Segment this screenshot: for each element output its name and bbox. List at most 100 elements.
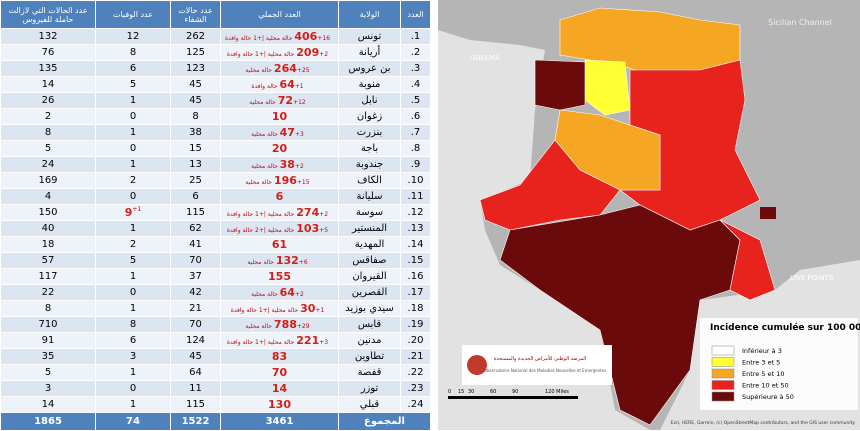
total-cell: 196+15 حالة محلية (220, 172, 339, 189)
deaths: 1 (129, 271, 137, 282)
deaths-cell: 2 (95, 172, 171, 189)
active: 4 (0, 188, 96, 205)
deaths: 0 (129, 287, 137, 298)
new-cases-note: +25 حالة محلية (245, 67, 310, 74)
active: 35 (0, 348, 96, 365)
governorate: تطاوين (338, 348, 401, 365)
deaths-cell: 1 (95, 156, 171, 173)
governorate: مدنين (338, 332, 401, 349)
total-cell: 221+3 حالة محلية |+1 حالة وافدة (220, 332, 339, 349)
row-number: 19. (400, 316, 431, 333)
total-cases: 103 (296, 222, 320, 235)
governorate: القيروان (338, 268, 401, 285)
total-cases: 72 (277, 94, 294, 107)
row: 4. منوبة 64+1 حالة وافدة 45 5 14 (0, 76, 431, 93)
logo: المرصد الوطني للأمراض الجديدة والمستجدة … (462, 345, 612, 385)
region-medenine (719, 219, 776, 301)
deaths-cell: 1 (95, 268, 171, 285)
governorate: سوسة (338, 204, 401, 221)
legend-label: Inférieur à 3 (742, 347, 782, 355)
sea-label: Sicilian Channel (768, 18, 832, 27)
recovered: 8 (170, 108, 221, 125)
row-number: 13. (400, 220, 431, 237)
governorate: باجة (338, 140, 401, 157)
active: 26 (0, 92, 96, 109)
active: 135 (0, 60, 96, 77)
total-cases: 14 (271, 382, 288, 395)
header: عدد الحالات التي لازالت حاملة للفيروس (0, 0, 96, 29)
legend-swatch (711, 368, 735, 379)
new-cases-note: +1 حالة وافدة (251, 83, 304, 90)
deaths: 5 (129, 79, 137, 90)
row-number: 3. (400, 60, 431, 77)
governorate: جندوبة (338, 156, 401, 173)
row: 15. صفاقس 132+6 حالة محلية 70 5 57 (0, 252, 431, 269)
deaths-cell: 1 (95, 220, 171, 237)
deaths-cell: 8 (95, 316, 171, 333)
deaths: 3 (129, 351, 137, 362)
row: 23. توزر 14 11 0 3 (0, 380, 431, 397)
total-cell: 788+29 حالة محلية (220, 316, 339, 333)
total-cell: 83 (220, 348, 339, 365)
legend-label: Entre 3 et 5 (742, 359, 780, 367)
new-cases-note: +2 حالة محلية |+1 حالة وافدة (226, 51, 329, 58)
deaths-cell: 6 (95, 60, 171, 77)
deaths-note: +1 (132, 206, 142, 213)
recovered: 45 (170, 348, 221, 365)
active: 91 (0, 332, 96, 349)
active: 14 (0, 396, 96, 413)
new-cases-note: +29 حالة محلية (245, 323, 310, 330)
deaths-cell: 5 (95, 252, 171, 269)
header: الولاية (338, 0, 401, 29)
row: 11. سليانة 6 6 0 4 (0, 188, 431, 205)
total-cell: 47+3 حالة محلية (220, 124, 339, 141)
total-cell: 38+2 حالة محلية (220, 156, 339, 173)
active: 132 (0, 28, 96, 45)
recovered: 15 (170, 140, 221, 157)
legend-label: Entre 5 et 10 (742, 370, 784, 378)
total-total: 3461 (220, 412, 339, 431)
scale-rect (448, 396, 578, 399)
total-cell: 132+6 حالة محلية (220, 252, 339, 269)
logo-mark (467, 355, 487, 375)
row: 1. تونس 406+16 حالة محلية |+1 حالة وافدة 26… (0, 28, 431, 45)
total-cases: 788 (273, 318, 297, 331)
total-cases: 130 (268, 398, 291, 411)
region-kef (534, 59, 586, 111)
governorate: القصرين (338, 284, 401, 301)
new-cases-note: +2 حالة محلية (251, 163, 304, 170)
row-number: 21. (400, 348, 431, 365)
deaths-cell: 1 (95, 124, 171, 141)
total-cases: 155 (268, 270, 291, 283)
active: 18 (0, 236, 96, 253)
place-label: LIVE POINTS (790, 274, 834, 282)
deaths-cell: 1 (95, 396, 171, 413)
header-row: العدد الولاية العدد الجملي عدد حالات الش… (0, 0, 431, 29)
row: 21. تطاوين 83 45 3 35 (0, 348, 431, 365)
deaths-cell: 8 (95, 44, 171, 61)
new-cases-note: +16 حالة محلية |+1 حالة وافدة (224, 35, 331, 42)
row-number: 2. (400, 44, 431, 61)
new-cases-note: +2 حالة محلية |+1 حالة وافدة (226, 211, 329, 218)
legend: Incidence cumulée sur 100 000 habitants I… (700, 318, 860, 410)
deaths: 0 (129, 191, 137, 202)
deaths: 2 (129, 175, 137, 186)
cases-table: العدد الولاية العدد الجملي عدد حالات الش… (0, 0, 431, 431)
total-cases: 38 (279, 158, 295, 171)
logo-ar: المرصد الوطني للأمراض الجديدة والمستجدة (494, 355, 586, 362)
total-cases: 274 (296, 206, 320, 219)
row: 13. المنستير 103+5 حالة محلية |+2 حالة واف… (0, 220, 431, 237)
governorate: سيدي بوزيد (338, 300, 401, 317)
legend-swatch (711, 380, 735, 390)
governorate: سليانة (338, 188, 401, 205)
row-number: 1. (400, 28, 431, 45)
total-cell: 264+25 حالة محلية (220, 60, 339, 77)
active: 5 (0, 364, 96, 381)
deaths: 12 (126, 31, 140, 42)
active: 150 (0, 204, 96, 221)
row-number: 22. (400, 364, 431, 381)
deaths: 1 (129, 303, 137, 314)
total-cell: 130 (220, 396, 339, 413)
deaths: 1 (129, 399, 137, 410)
